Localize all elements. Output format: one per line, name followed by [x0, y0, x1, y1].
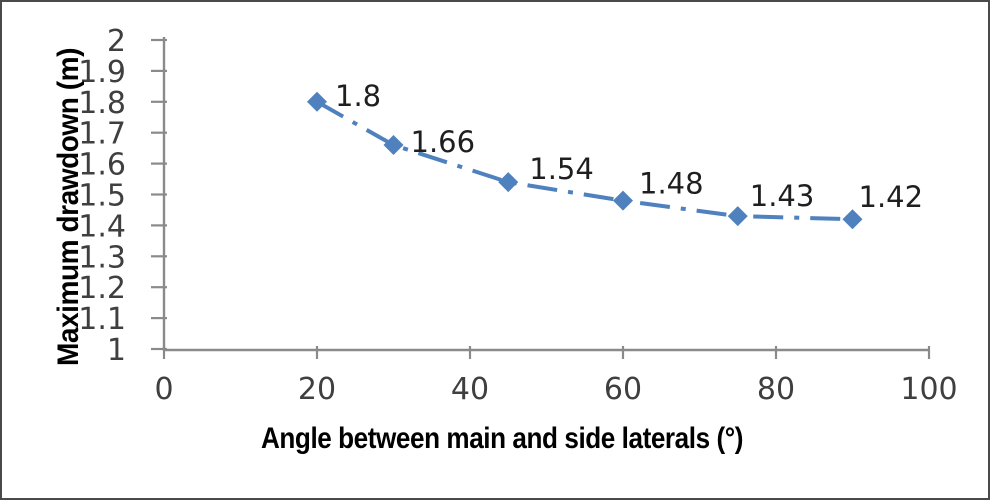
y-axis-title: Maximum drawdown (m): [52, 48, 85, 366]
y-axis-tick-label: 1.4: [78, 209, 126, 244]
data-point-label: 1.42: [859, 180, 924, 214]
x-axis-tick-label: 80: [757, 372, 795, 407]
x-axis-tick-label: 60: [604, 372, 642, 407]
y-axis-tick-label: 1.6: [78, 148, 126, 183]
y-axis-tick-label: 1.2: [78, 271, 126, 306]
y-axis-tick-label: 1.8: [78, 86, 126, 121]
data-point-label: 1.8: [335, 79, 381, 113]
y-axis-tick-label: 1.9: [78, 55, 126, 90]
y-axis-tick-label: 1.1: [78, 302, 126, 337]
data-point-marker: [613, 190, 633, 211]
y-axis-tick-label: 2: [107, 24, 126, 59]
y-axis-tick-label: 1: [107, 333, 126, 368]
x-axis-tick-label: 0: [154, 372, 173, 407]
data-point-marker: [842, 209, 863, 230]
x-axis-tick-label: 40: [451, 372, 489, 407]
data-point-label: 1.66: [411, 125, 476, 159]
series-line: [316, 100, 853, 222]
x-axis-tick-label: 100: [900, 372, 957, 407]
y-axis-tick-label: 1.3: [78, 240, 126, 275]
data-point-label: 1.48: [639, 167, 704, 201]
x-axis-title: Angle between main and side laterals (°): [261, 422, 743, 455]
y-axis-tick-label: 1.5: [78, 179, 126, 214]
data-point-marker: [498, 172, 519, 193]
data-point-label: 1.54: [529, 152, 594, 186]
data-point-marker: [383, 135, 404, 156]
data-point-marker: [727, 206, 748, 227]
y-axis-tick-label: 1.7: [78, 117, 126, 152]
data-point-marker: [307, 91, 327, 112]
data-point-label: 1.43: [750, 179, 815, 213]
x-axis-tick-label: 20: [298, 372, 336, 407]
